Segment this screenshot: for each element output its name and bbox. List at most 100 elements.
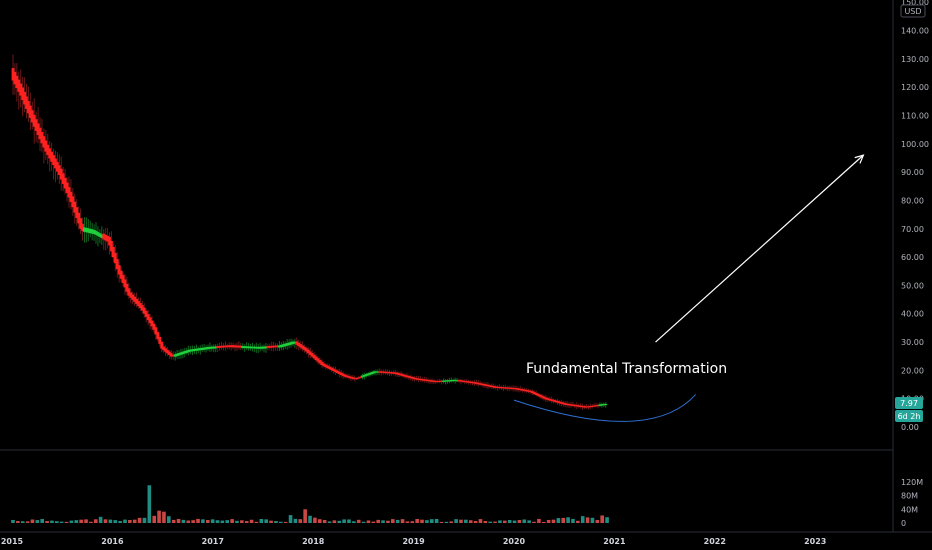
candle-body [308, 351, 312, 355]
candle-body [57, 165, 61, 176]
price-pane [11, 54, 608, 410]
candle-body [457, 379, 461, 382]
candle-body [191, 349, 194, 352]
candle-body [212, 346, 216, 349]
candle-body [569, 404, 573, 406]
volume-bar [50, 520, 54, 523]
candle-body [409, 376, 413, 379]
candle-body [455, 380, 459, 382]
candle-body [30, 110, 34, 123]
candle-body [218, 345, 221, 348]
candle-body [208, 346, 212, 349]
volume-bar [605, 517, 609, 523]
candle-body [507, 387, 511, 389]
candle-body [465, 380, 469, 383]
candle-body [129, 292, 133, 298]
price-tick-label: 0.00 [901, 423, 919, 432]
volume-bar [69, 520, 74, 523]
volume-bar [220, 520, 225, 523]
volume-bar [493, 521, 497, 523]
candle-body [403, 374, 407, 377]
candle-body [237, 345, 241, 348]
candle-body [79, 218, 82, 229]
candle-body [17, 79, 21, 92]
candle-body [54, 158, 57, 169]
candle-body [326, 365, 330, 369]
candle-body [366, 373, 370, 376]
candle-body [92, 229, 96, 235]
volume-bar [230, 519, 234, 523]
candle-body [162, 346, 165, 351]
candle-body [422, 379, 426, 381]
candle-body [222, 345, 225, 348]
candle-body [525, 389, 528, 392]
candle-body [306, 349, 310, 354]
price-tick-label: 30.00 [901, 338, 924, 347]
price-axis[interactable]: 150.00 140.00 130.00 120.00 110.00 100.00 90.0… [892, 0, 929, 532]
volume-bar [356, 519, 361, 523]
volume-bar [488, 521, 492, 523]
candle-body [181, 351, 185, 355]
candle-body [590, 405, 594, 407]
volume-bar [410, 521, 415, 523]
time-axis[interactable]: 2015 2016 2017 2018 2019 2020 2021 2022 2023 [0, 531, 932, 546]
volume-bar [566, 517, 570, 523]
volume-tick-label: 80M [901, 492, 918, 501]
candle-body [534, 392, 538, 395]
volume-bar [176, 518, 181, 523]
trend-arrow[interactable] [655, 154, 865, 343]
volume-bar [201, 519, 205, 523]
candle-body [364, 374, 368, 377]
volume-bar [454, 519, 458, 523]
candle-body [602, 403, 606, 406]
volume-bar [55, 521, 59, 523]
candle-body [585, 406, 588, 408]
volume-bar [225, 520, 230, 523]
candle-body [121, 275, 125, 284]
candle-body [266, 346, 270, 348]
candle-body [61, 173, 65, 185]
candle-body [193, 348, 196, 352]
candle-body [96, 232, 100, 236]
candle-body [586, 406, 590, 408]
candle-body [384, 371, 388, 374]
candle-body [502, 387, 505, 389]
candle-body [596, 404, 600, 407]
volume-bar [449, 521, 454, 523]
price-tick-label: 80.00 [901, 196, 924, 205]
candle-body [312, 354, 316, 359]
candle-body [532, 391, 536, 395]
candle-body [171, 354, 175, 357]
candle-body [28, 105, 32, 118]
volume-bar [196, 518, 200, 523]
candle-body [183, 351, 187, 354]
volume-bar [444, 521, 449, 523]
candle-body [536, 393, 540, 396]
volume-bar [288, 515, 293, 523]
candle-body [388, 371, 391, 374]
annotation-text[interactable]: Fundamental Transformation [526, 361, 727, 377]
candle-body [428, 380, 432, 382]
volume-bar [561, 517, 566, 523]
candle-body [310, 353, 314, 357]
candle-body [34, 119, 38, 131]
candle-body [94, 231, 98, 235]
candle-body [196, 348, 200, 351]
candle-body [169, 353, 173, 357]
volume-bar [64, 521, 69, 523]
volume-bar [103, 519, 108, 523]
candle-body [173, 354, 177, 357]
volume-bar [459, 519, 463, 523]
rounding-bottom-curve[interactable] [513, 394, 697, 422]
candle-body [175, 353, 179, 357]
candle-body [368, 372, 372, 375]
volume-bar [118, 521, 122, 523]
volume-bar [517, 519, 522, 523]
candle-body [179, 352, 183, 355]
volume-bar [244, 521, 249, 523]
currency-box[interactable] [900, 4, 926, 18]
candle-body [322, 363, 326, 367]
candle-body [500, 386, 503, 389]
candle-body [513, 387, 517, 390]
currency-label: USD [904, 7, 921, 16]
